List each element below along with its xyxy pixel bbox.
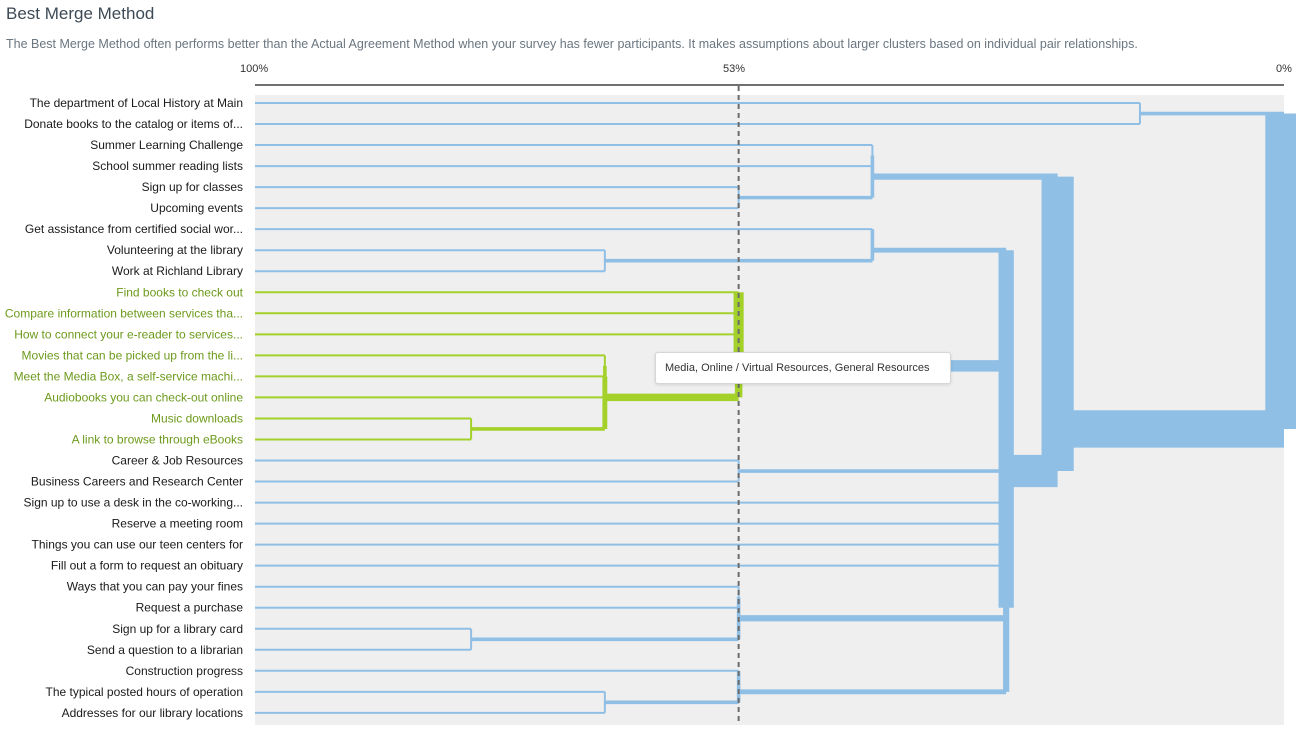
cluster-tooltip: Media, Online / Virtual Resources, Gener… bbox=[655, 352, 951, 384]
item-label: Send a question to a librarian bbox=[87, 643, 243, 657]
item-label: Addresses for our library locations bbox=[62, 706, 243, 720]
item-label: Career & Job Resources bbox=[112, 454, 243, 468]
item-label: Work at Richland Library bbox=[112, 264, 243, 278]
item-label: Find books to check out bbox=[116, 285, 243, 299]
axis-tick-53: 53% bbox=[723, 63, 746, 75]
item-label: Business Careers and Research Center bbox=[31, 475, 243, 489]
item-label: Reserve a meeting room bbox=[112, 517, 243, 531]
item-label: Sign up to use a desk in the co-working.… bbox=[24, 496, 243, 510]
item-label: Get assistance from certified social wor… bbox=[25, 222, 243, 236]
item-label: Sign up for a library card bbox=[112, 622, 243, 636]
item-label: Upcoming events bbox=[150, 201, 243, 215]
item-label: School summer reading lists bbox=[92, 159, 243, 173]
item-label: Ways that you can pay your fines bbox=[67, 580, 243, 594]
axis-tick-100: 100% bbox=[240, 63, 269, 75]
item-label: The typical posted hours of operation bbox=[46, 685, 243, 699]
item-label: Volunteering at the library bbox=[107, 243, 243, 257]
item-label: How to connect your e-reader to services… bbox=[14, 327, 243, 341]
item-label: Music downloads bbox=[151, 411, 243, 425]
axis-tick-0: 0% bbox=[1276, 63, 1292, 75]
item-label: Meet the Media Box, a self-service machi… bbox=[14, 369, 243, 383]
item-label: Compare information between services tha… bbox=[5, 306, 243, 320]
item-label: Sign up for classes bbox=[142, 180, 243, 194]
page-title: Best Merge Method bbox=[6, 4, 155, 23]
item-label: Things you can use our teen centers for bbox=[32, 538, 243, 552]
item-label: The department of Local History at Main bbox=[30, 96, 243, 110]
chart-panel bbox=[255, 95, 1284, 725]
item-label: Request a purchase bbox=[136, 601, 244, 615]
item-label: Construction progress bbox=[126, 664, 243, 678]
item-label: Donate books to the catalog or items of.… bbox=[24, 117, 243, 131]
item-label: Movies that can be picked up from the li… bbox=[22, 348, 243, 362]
item-label: Audiobooks you can check-out online bbox=[44, 390, 243, 404]
item-label: Fill out a form to request an obituary bbox=[51, 559, 243, 573]
method-description: The Best Merge Method often performs bet… bbox=[6, 37, 1138, 51]
item-label: Summer Learning Challenge bbox=[90, 138, 243, 152]
item-label: A link to browse through eBooks bbox=[72, 432, 243, 446]
